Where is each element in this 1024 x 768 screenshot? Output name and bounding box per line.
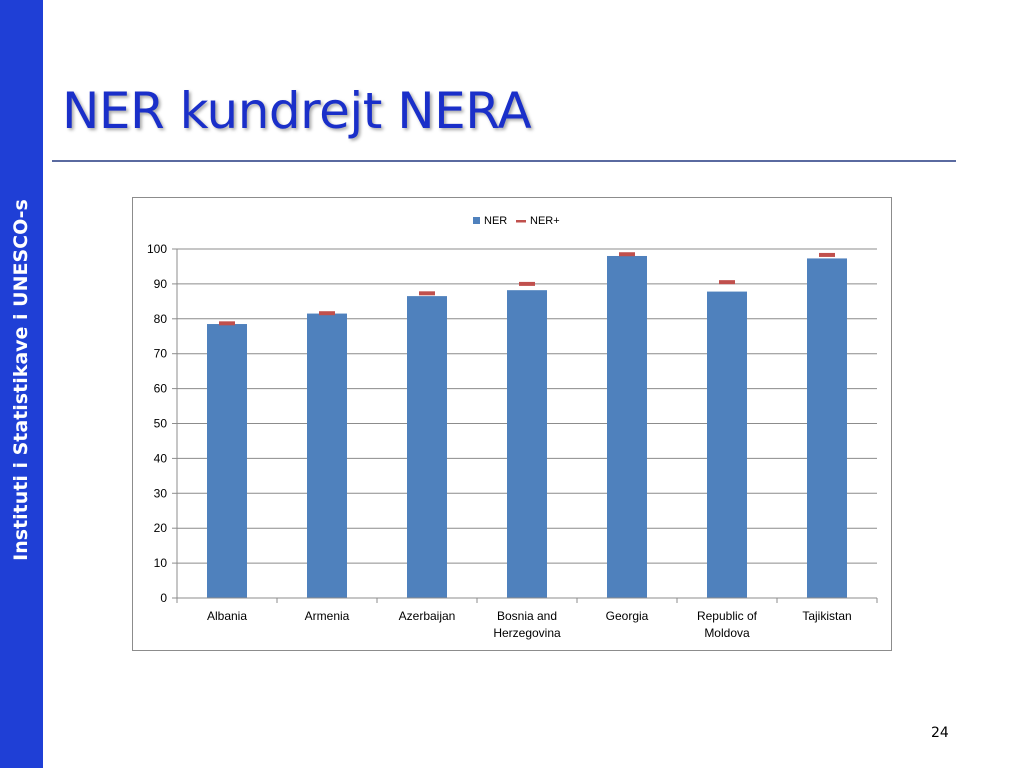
legend-label-ner: NER bbox=[484, 215, 507, 227]
y-tick-label: 80 bbox=[154, 312, 168, 326]
marker-ner-plus bbox=[819, 252, 835, 257]
y-tick-label: 20 bbox=[154, 521, 168, 535]
sidebar-label: Instituti i Statistikave i UNESCO-s bbox=[10, 199, 32, 561]
bar-ner bbox=[407, 296, 447, 598]
chart-frame: 0 10 20 30 40 50 60 70 80 90 100 Albania Armenia Azer… bbox=[132, 197, 892, 651]
x-category-label: Bosnia and Herzegovina bbox=[493, 609, 561, 640]
x-category-label-line: Georgia bbox=[606, 609, 649, 623]
y-tick-label: 90 bbox=[154, 277, 168, 291]
x-category-label-line: Tajikistan bbox=[802, 609, 851, 623]
x-category-label: Georgia bbox=[606, 609, 649, 623]
page-number: 24 bbox=[931, 725, 949, 741]
y-tick-label: 30 bbox=[154, 486, 168, 500]
x-category-label: Republic of Moldova bbox=[697, 609, 758, 640]
bar-ner bbox=[507, 290, 547, 598]
bar-ner bbox=[207, 324, 247, 598]
slide-title: NER kundrejt NERA bbox=[62, 82, 532, 140]
bar-ner bbox=[707, 291, 747, 598]
x-category-label-line: Herzegovina bbox=[493, 626, 561, 640]
y-tick-label: 60 bbox=[154, 382, 168, 396]
bar-ner bbox=[807, 258, 847, 598]
bar-chart: 0 10 20 30 40 50 60 70 80 90 100 Albania Armenia Azer… bbox=[147, 215, 878, 640]
axis-layer: 0 10 20 30 40 50 60 70 80 90 100 Albania Armenia Azer… bbox=[147, 242, 878, 640]
x-category-label-line: Albania bbox=[207, 609, 247, 623]
y-tick-label: 10 bbox=[154, 556, 168, 570]
marker-ner-plus bbox=[619, 252, 635, 257]
y-tick-label: 40 bbox=[154, 451, 168, 465]
x-category-label: Azerbaijan bbox=[399, 609, 456, 623]
x-category-label-line: Moldova bbox=[704, 626, 750, 640]
legend-swatch-ner-plus bbox=[516, 220, 526, 223]
x-category-label-line: Bosnia and bbox=[497, 609, 557, 623]
marker-ner-plus bbox=[419, 291, 435, 296]
y-tick-label: 70 bbox=[154, 347, 168, 361]
bar-ner bbox=[607, 255, 647, 599]
x-category-label: Armenia bbox=[305, 609, 350, 623]
title-divider bbox=[52, 160, 956, 162]
x-category-label-line: Republic of bbox=[697, 609, 758, 623]
y-tick-label: 0 bbox=[160, 591, 167, 605]
marker-ner-plus bbox=[219, 321, 235, 326]
markers-layer bbox=[219, 252, 835, 326]
legend: NER NER+ bbox=[473, 215, 560, 227]
y-tick-label: 50 bbox=[154, 417, 168, 431]
bars-layer bbox=[207, 255, 847, 599]
x-category-label-line: Armenia bbox=[305, 609, 350, 623]
y-tick-label: 100 bbox=[147, 242, 167, 256]
x-category-label: Tajikistan bbox=[802, 609, 851, 623]
legend-label-ner-plus: NER+ bbox=[530, 215, 560, 227]
x-category-label-line: Azerbaijan bbox=[399, 609, 456, 623]
legend-swatch-ner bbox=[473, 217, 480, 224]
bar-ner bbox=[307, 313, 347, 598]
marker-ner-plus bbox=[319, 311, 335, 316]
marker-ner-plus bbox=[519, 281, 535, 286]
sidebar-band: Instituti i Statistikave i UNESCO-s bbox=[0, 0, 43, 768]
marker-ner-plus bbox=[719, 280, 735, 285]
x-category-label: Albania bbox=[207, 609, 247, 623]
